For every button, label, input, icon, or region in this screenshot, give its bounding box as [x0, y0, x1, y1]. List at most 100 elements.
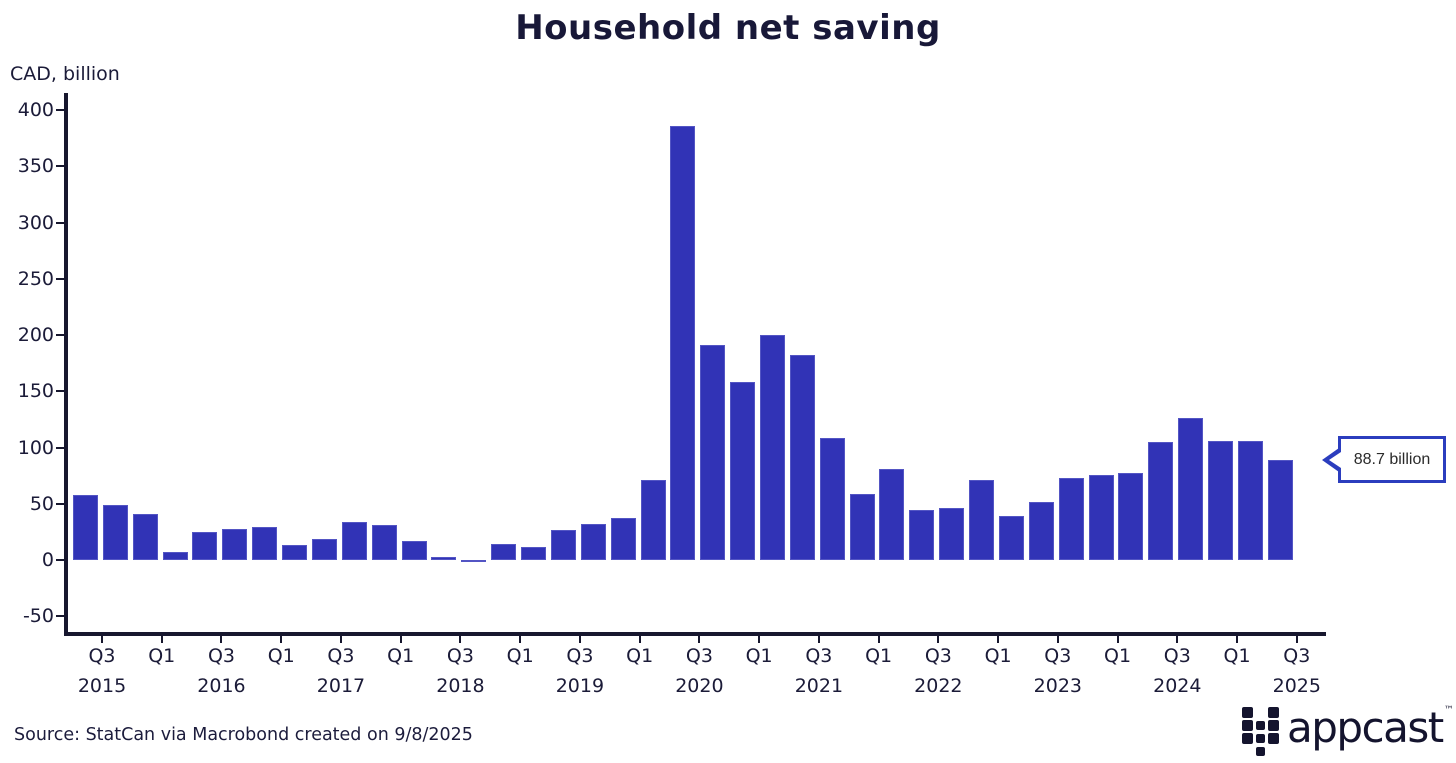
x-tick-quarter-label: Q1	[865, 645, 893, 667]
bar-q3-2022	[909, 509, 935, 560]
x-tick-mark	[1236, 635, 1239, 643]
bar-q1-2016	[132, 513, 158, 560]
source-text: Source: StatCan via Macrobond created on…	[14, 725, 473, 745]
x-tick-quarter-label: Q1	[984, 645, 1012, 667]
x-tick-mark	[1295, 635, 1298, 643]
y-tick-label: 350	[17, 155, 54, 178]
bar-q2-2021	[760, 335, 785, 560]
x-tick-mark	[578, 635, 581, 643]
y-tick-label: 300	[17, 211, 54, 234]
y-tick-mark	[56, 109, 64, 111]
y-tick-mark	[56, 277, 64, 280]
x-tick-quarter-label: Q3	[1283, 645, 1311, 667]
bar-q2-2016	[162, 552, 188, 560]
y-axis-unit-label: CAD, billion	[10, 63, 120, 85]
bar-q1-2024	[1088, 475, 1114, 560]
bar-q4-2020	[700, 345, 726, 560]
bar-q4-2023	[1058, 477, 1084, 560]
bar-q2-2024	[1118, 473, 1144, 560]
x-tick-mark	[1056, 635, 1059, 643]
y-tick-label: 0	[41, 549, 54, 571]
x-tick-year-label: 2024	[1153, 675, 1202, 697]
x-tick-quarter-label: Q3	[566, 645, 594, 667]
y-axis-line	[64, 93, 68, 635]
bar-q3-2017	[311, 539, 337, 560]
appcast-logo: appcast™	[1242, 704, 1454, 757]
bar-q2-2022	[879, 468, 905, 560]
appcast-logo-mark-icon	[1242, 707, 1279, 757]
x-tick-quarter-label: Q1	[267, 645, 295, 667]
x-tick-quarter-label: Q3	[88, 645, 116, 667]
x-tick-quarter-label: Q3	[1044, 645, 1072, 667]
x-tick-mark	[459, 635, 462, 643]
x-tick-mark	[877, 635, 880, 643]
x-tick-mark	[519, 635, 522, 643]
x-tick-year-label: 2016	[197, 675, 246, 697]
x-tick-quarter-label: Q3	[327, 645, 355, 667]
y-tick-label: -50	[22, 605, 54, 628]
x-tick-quarter-label: Q3	[805, 645, 833, 667]
x-tick-mark	[101, 635, 103, 643]
x-tick-mark	[638, 635, 641, 643]
x-tick-quarter-label: Q3	[685, 645, 713, 667]
bar-q1-2021	[730, 382, 756, 560]
x-tick-quarter-label: Q1	[1223, 645, 1251, 667]
bar-q4-2019	[580, 524, 606, 560]
bar-q2-2019	[521, 546, 547, 560]
x-tick-mark	[698, 635, 701, 643]
x-tick-mark	[280, 635, 283, 643]
x-tick-year-label: 2018	[436, 675, 485, 697]
bar-q3-2021	[789, 355, 815, 560]
bar-q1-2017	[252, 527, 278, 560]
x-tick-year-label: 2023	[1033, 675, 1082, 697]
x-tick-quarter-label: Q1	[506, 645, 534, 667]
bar-q3-2016	[192, 531, 218, 560]
x-tick-year-label: 2017	[316, 675, 366, 697]
x-tick-year-label: 2015	[77, 675, 127, 697]
y-tick-label: 150	[17, 380, 54, 403]
bar-q1-2018	[371, 525, 397, 560]
bar-q1-2022	[849, 493, 875, 560]
bar-q3-2023	[1028, 502, 1054, 560]
y-tick-label: 50	[29, 492, 54, 515]
callout-value: 88.7 billion	[1353, 450, 1431, 468]
y-tick-mark	[56, 390, 64, 393]
bar-q1-2019	[491, 543, 517, 560]
bar-q2-2020	[640, 480, 666, 560]
bar-q2-2023	[998, 516, 1024, 560]
bar-q4-2021	[819, 437, 845, 560]
y-tick-label: 200	[17, 324, 54, 346]
x-tick-mark	[997, 635, 1000, 643]
x-tick-mark	[1176, 635, 1179, 643]
bar-q2-2025	[1237, 440, 1263, 560]
x-tick-mark	[399, 635, 402, 643]
bar-q3-2020	[670, 125, 696, 560]
bar-q1-2023	[969, 479, 995, 560]
x-tick-mark	[1116, 635, 1119, 643]
bar-q3-2024	[1148, 441, 1174, 560]
y-tick-mark	[56, 615, 64, 618]
bar-q3-2018	[431, 557, 457, 560]
x-tick-quarter-label: Q3	[207, 645, 235, 667]
y-tick-mark	[56, 221, 64, 224]
chart-title: Household net saving	[515, 8, 941, 48]
x-tick-mark	[339, 635, 342, 643]
y-tick-mark	[56, 165, 64, 168]
callout-box: 88.7 billion	[1338, 436, 1446, 483]
y-tick-label: 250	[17, 267, 54, 290]
y-tick-label: 100	[17, 436, 54, 459]
bar-q2-2018	[401, 540, 427, 560]
bar-q3-2015	[73, 494, 98, 560]
y-tick-mark	[56, 559, 64, 561]
x-tick-quarter-label: Q1	[745, 645, 773, 667]
x-tick-year-label: 2022	[914, 675, 963, 697]
y-tick-label: 400	[17, 99, 54, 121]
x-tick-year-label: 2025	[1272, 675, 1321, 697]
x-tick-year-label: 2019	[555, 675, 605, 697]
y-tick-mark	[56, 502, 64, 505]
x-tick-mark	[817, 635, 820, 643]
x-tick-quarter-label: Q3	[924, 645, 952, 667]
x-tick-quarter-label: Q1	[1104, 645, 1132, 667]
bar-q2-2017	[282, 544, 308, 560]
x-tick-quarter-label: Q1	[626, 645, 654, 667]
